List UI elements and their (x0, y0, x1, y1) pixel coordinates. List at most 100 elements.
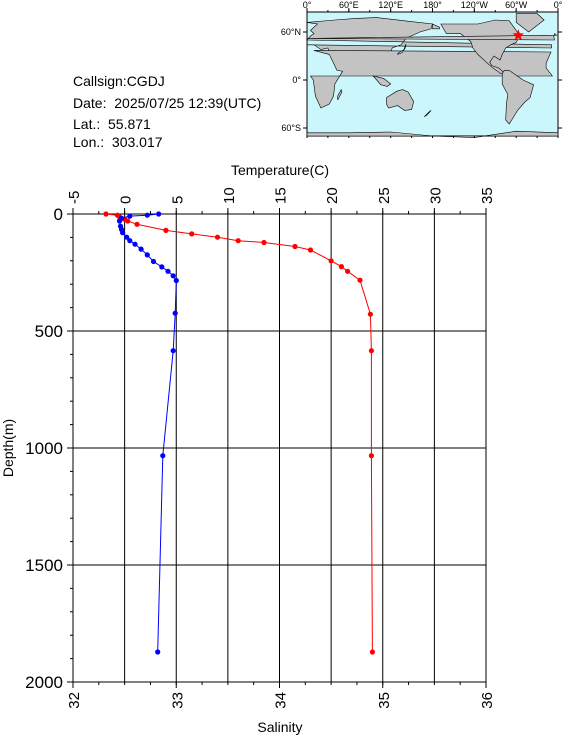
temperature-data-point (328, 258, 334, 264)
map-lon-label: 120°W (461, 0, 489, 10)
temperature-axis-title: Temperature(C) (231, 162, 329, 178)
temperature-data-point (214, 234, 221, 240)
salinity-profile-line (118, 213, 177, 653)
map-lon-label: 180° (423, 0, 442, 10)
salinity-data-point (127, 213, 133, 219)
map-land (306, 13, 559, 138)
depth-tick-label: 500 (35, 322, 63, 341)
map-lat-label: 60°N (281, 27, 301, 37)
map-lon-label: 0° (303, 0, 312, 10)
salinity-data-point (124, 234, 130, 240)
map-lon-label: 0° (554, 0, 563, 10)
land-polygon (386, 89, 415, 111)
depth-tick-label: 0 (54, 205, 63, 224)
salinity-data-point (138, 246, 144, 252)
temperature-tick-label: 5 (169, 196, 186, 204)
temperature-tick-label: 35 (479, 187, 496, 204)
salinity-data-point (132, 241, 138, 247)
land-polygon (309, 50, 554, 109)
map-lat-label: 60°S (281, 123, 301, 133)
temperature-data-point (357, 277, 363, 283)
temperature-data-point (116, 214, 123, 220)
temperature-tick-label: 20 (324, 187, 341, 204)
depth-axis-title: Depth(m) (0, 419, 16, 477)
longitude-label: Lon.: 303.017 (73, 134, 163, 150)
salinity-axis: 32 33 34 35 36 (66, 682, 496, 709)
salinity-data-point (160, 453, 166, 459)
temperature-tick-label: 0 (118, 196, 135, 204)
salinity-data-point (116, 218, 123, 224)
salinity-data-point (117, 223, 124, 229)
salinity-data-point (120, 230, 126, 236)
salinity-data-point (150, 258, 157, 265)
temperature-data-point (292, 243, 298, 250)
temperature-data-point (261, 239, 267, 246)
map-lon-label: 120°E (378, 0, 403, 10)
salinity-tick-label: 36 (479, 692, 496, 709)
salinity-tick-label: 33 (169, 692, 186, 709)
salinity-data-point (165, 268, 171, 274)
temperature-data-point (134, 221, 140, 227)
salinity-data-point (144, 252, 150, 258)
temperature-data-point (103, 211, 109, 217)
temperature-tick-label: 30 (427, 187, 444, 204)
map-lon-label: 60°W (505, 0, 528, 10)
salinity-data-point (144, 212, 150, 218)
land-polygon (397, 43, 407, 55)
salinity-tick-label: 35 (376, 692, 393, 709)
station-star-icon (512, 29, 524, 41)
map-lon-label: 60°E (339, 0, 359, 10)
salinity-axis-title: Salinity (257, 719, 302, 735)
temperature-tick-label: 25 (376, 187, 393, 204)
temperature-data-point (345, 268, 351, 274)
salinity-tick-label: 32 (66, 692, 83, 709)
temperature-data-point (125, 218, 131, 224)
world-map: 0° 60°E 120°E 180° 120°W 60°W 0° 60°N 0° 60°S (281, 0, 563, 138)
temperature-tick-label: 10 (221, 187, 238, 204)
map-ticks (303, 8, 562, 138)
temperature-data-point (189, 231, 195, 237)
temperature-data-point (368, 348, 374, 354)
depth-axis: 0 500 1000 1500 2000 (25, 205, 73, 692)
map-tick-labels: 0° 60°E 120°E 180° 120°W 60°W 0° 60°N 0° 60°S (281, 0, 563, 133)
date-label: Date: 2025/07/25 12:39(UTC) (73, 95, 262, 111)
salinity-data-point (118, 215, 125, 221)
temperature-tick-label: 15 (273, 187, 290, 204)
plot-frame (72, 213, 487, 683)
land-polygon (423, 110, 432, 118)
temperature-data-point (118, 216, 125, 222)
land-polygon (515, 13, 545, 33)
series-layer (103, 211, 375, 655)
land-polygon (372, 75, 392, 87)
salinity-data-point (172, 310, 178, 316)
temperature-data-point (369, 649, 375, 655)
callsign-label: Callsign:CGDJ (73, 73, 165, 89)
salinity-data-point (159, 264, 165, 270)
depth-tick-label: 1000 (25, 439, 63, 458)
temperature-tick-label: -5 (66, 191, 83, 204)
salinity-data-point (118, 226, 125, 232)
land-polygon (337, 88, 343, 101)
depth-tick-label: 1500 (25, 556, 63, 575)
temperature-data-point (307, 247, 314, 253)
land-polygon (501, 70, 534, 125)
temperature-data-point (368, 453, 374, 459)
temperature-data-point (338, 264, 344, 270)
salinity-data-point (155, 649, 161, 655)
temperature-profile-line (105, 213, 373, 653)
salinity-data-point (170, 273, 176, 279)
land-polygon (440, 19, 521, 74)
temperature-axis: -5 0 5 10 15 20 25 30 35 (66, 187, 496, 214)
temperature-data-point (235, 238, 241, 244)
salinity-data-point (170, 348, 176, 354)
salinity-data-point (173, 277, 179, 284)
depth-tick-label: 2000 (25, 673, 63, 692)
salinity-data-point (127, 238, 133, 244)
temperature-data-point (163, 227, 169, 233)
station-marker (512, 29, 524, 41)
map-lat-label: 0° (292, 75, 301, 85)
temperature-data-point (367, 311, 373, 317)
land-polygon (307, 33, 558, 41)
land-polygon (432, 23, 440, 30)
temperature-data-point (122, 216, 128, 222)
